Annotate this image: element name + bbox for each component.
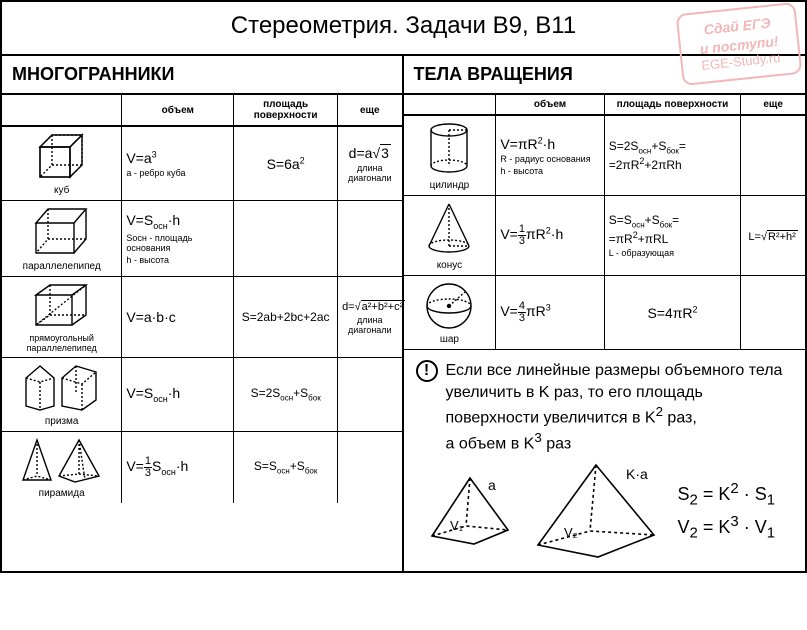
- pyramid-surf: S=Sосн+Sбок: [254, 459, 317, 473]
- parall-vol: V=Sосн·h: [126, 212, 180, 228]
- row-rectpar: прямоугольный параллелепипед V=a·b·c S=2…: [2, 277, 402, 358]
- row-cyl: цилиндр V=πR2·h R - радиус основания h -…: [404, 115, 806, 196]
- sphere-surf: S=4πR2: [647, 305, 697, 321]
- sphere-name: шар: [408, 334, 492, 345]
- small-pyramid-icon: a V₁: [426, 472, 516, 550]
- cyl-note2: h - высота: [500, 166, 599, 176]
- sphere-vol: V=43πR3: [500, 303, 550, 319]
- left-col-surf: площадь поверхности: [234, 95, 338, 126]
- cone-name: конус: [408, 260, 492, 271]
- cube-vol-note: a - ребро куба: [126, 168, 229, 178]
- sphere-icon: [423, 280, 475, 332]
- left-half: МНОГОГРАННИКИ объем площадь поверхности …: [2, 56, 404, 571]
- note-text: Если все линейные размеры объемного тела…: [446, 360, 794, 455]
- rectpar-name: прямоугольный параллелепипед: [6, 333, 117, 353]
- cyl-surf: S=2Sосн+Sбок==2πR2+2πRh: [609, 139, 686, 171]
- label-v1: V₁: [450, 518, 464, 533]
- right-col-vol: объем: [496, 95, 604, 115]
- rectpar-extra: d=√a²+b²+c²: [342, 300, 405, 313]
- cone-surf-note: L - образующая: [609, 248, 737, 258]
- cyl-vol: V=πR2·h: [500, 136, 555, 152]
- row-cone: конус V=13πR2·h S=Sосн+Sбок==πR2+πRL L -…: [404, 196, 806, 276]
- stamp: Сдай ЕГЭ и поступи! EGE-Study.ru: [676, 2, 803, 86]
- row-sphere: шар V=43πR3 S=4πR2: [404, 276, 806, 350]
- cylinder-icon: [425, 120, 473, 178]
- parall-icon: [32, 205, 92, 259]
- rectpar-vol: V=a·b·c: [126, 309, 175, 325]
- left-col-extra: еще: [338, 95, 402, 126]
- page: Стереометрия. Задачи B9, B11 Сдай ЕГЭ и …: [0, 0, 807, 573]
- left-table: объем площадь поверхности еще: [2, 95, 402, 503]
- cone-icon: [423, 200, 475, 258]
- cone-vol: V=13πR2·h: [500, 226, 563, 242]
- row-cube: куб V=a3 a - ребро куба S=6a2 d=a√3 длин…: [2, 126, 402, 201]
- parall-note1: Sосн - площадь основания: [126, 233, 229, 253]
- content-row: МНОГОГРАННИКИ объем площадь поверхности …: [2, 54, 805, 571]
- cube-icon: [34, 131, 90, 183]
- right-half: ТЕЛА ВРАЩЕНИЯ объем площадь поверхности …: [404, 56, 806, 571]
- parall-note2: h - высота: [126, 255, 229, 265]
- scale-formulas: S2 = K2 · S1 V2 = K3 · V1: [678, 478, 776, 543]
- big-pyramid-icon: K·a V₂: [532, 461, 662, 561]
- cube-extra-note: длина диагонали: [342, 163, 397, 183]
- label-ka: K·a: [626, 466, 648, 482]
- prism-vol: V=Sосн·h: [126, 385, 180, 401]
- pyramid-icon: [19, 436, 105, 486]
- rectpar-surf: S=2ab+2bc+2ac: [242, 310, 330, 324]
- prism-name: призма: [6, 416, 117, 427]
- cone-surf: S=Sосн+Sбок==πR2+πRL: [609, 213, 679, 245]
- exclaim-icon: !: [416, 360, 438, 382]
- cube-vol: V=a3: [126, 150, 156, 166]
- label-v2: V₂: [564, 525, 578, 540]
- cyl-name: цилиндр: [408, 180, 492, 191]
- left-heading: МНОГОГРАННИКИ: [2, 56, 402, 95]
- left-col-vol: объем: [122, 95, 234, 126]
- rectpar-extra-note: длина диагонали: [342, 315, 397, 335]
- pyramids-row: a V₁ K·a V₂ S2 = K2 · S1 V2 = K3 · V1: [416, 455, 794, 565]
- parall-name: параллелепипед: [6, 261, 117, 272]
- cube-extra: d=a√3: [349, 144, 391, 161]
- row-pyramid: пирамида V=13Sосн·h S=Sосн+Sбок: [2, 432, 402, 504]
- pyramid-name: пирамида: [6, 488, 117, 499]
- prism-surf: S=2Sосн+Sбок: [251, 386, 321, 400]
- note-box: ! Если все линейные размеры объемного те…: [404, 349, 806, 571]
- cube-name: куб: [6, 185, 117, 196]
- cube-surf: S=6a2: [267, 156, 305, 172]
- cyl-note1: R - радиус основания: [500, 154, 599, 164]
- row-parall: параллелепипед V=Sосн·h Sосн - площадь о…: [2, 201, 402, 277]
- pyramid-vol: V=13Sосн·h: [126, 458, 188, 474]
- right-col-extra: еще: [741, 95, 805, 115]
- right-table: объем площадь поверхности еще: [404, 95, 806, 349]
- row-prism: призма V=Sосн·h S=2Sосн+Sбок: [2, 358, 402, 432]
- label-a: a: [488, 477, 496, 493]
- cone-extra: L=√R²+h²: [748, 230, 797, 243]
- prism-icon: [22, 362, 102, 414]
- right-col-surf: площадь поверхности: [604, 95, 741, 115]
- rectpar-icon: [32, 281, 92, 331]
